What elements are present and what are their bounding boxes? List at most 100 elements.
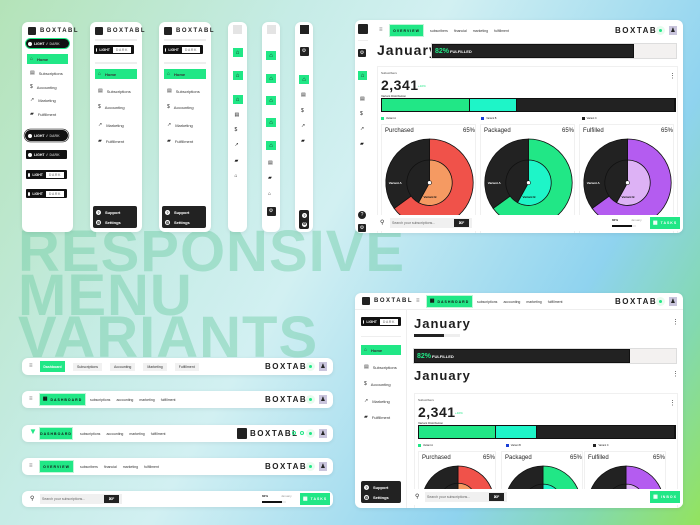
sidebar-item-marketing[interactable]: ↗ Marketing bbox=[95, 120, 137, 130]
avatar[interactable]: ♟ bbox=[669, 297, 677, 306]
toggle-dark[interactable]: DARK bbox=[111, 45, 132, 54]
sidebar-icon-home[interactable]: ⌂ bbox=[266, 74, 276, 83]
toggle-light[interactable]: LIGHT bbox=[168, 47, 179, 52]
theme-toggle[interactable]: LIGHT / DARK bbox=[26, 39, 69, 48]
support-button[interactable]: ? bbox=[302, 213, 308, 219]
filter-icon[interactable]: ≡ bbox=[29, 396, 33, 402]
filter-icon[interactable]: ≡ bbox=[416, 298, 420, 304]
sidebar-item-marketing[interactable]: ↗ Marketing bbox=[164, 120, 206, 130]
filter-icon[interactable]: ▼ bbox=[29, 427, 37, 436]
notification-button[interactable] bbox=[656, 26, 665, 35]
settings-button[interactable]: ⚙ bbox=[358, 224, 366, 232]
tasks-button[interactable]: ▦ TASKS bbox=[300, 493, 330, 505]
more-options-icon[interactable]: ⋮ bbox=[672, 371, 679, 378]
toggle-dark[interactable]: DARK bbox=[180, 45, 201, 54]
tasks-button[interactable]: ▦ TASKS bbox=[650, 217, 680, 229]
search-icon[interactable]: ⚲ bbox=[380, 220, 385, 226]
sidebar-item-home[interactable]: ⌂ Home bbox=[95, 69, 137, 79]
settings-button[interactable]: ⚙ Settings bbox=[364, 494, 400, 501]
notification-button[interactable] bbox=[656, 297, 665, 306]
sidebar-icon-home[interactable]: ⌂ bbox=[358, 71, 367, 80]
avatar[interactable]: ♟ bbox=[319, 362, 327, 371]
sidebar-item-subscriptions[interactable]: ▤ Subscriptions bbox=[361, 362, 401, 372]
toggle-dark[interactable]: DARK bbox=[378, 317, 399, 326]
nav-link-subscriptions[interactable]: subscriptions bbox=[80, 431, 101, 436]
toggle-light[interactable]: LIGHT bbox=[32, 191, 43, 196]
filter-icon[interactable]: ≡ bbox=[379, 27, 383, 33]
nav-link-marketing[interactable]: marketing bbox=[472, 28, 489, 33]
notification-button[interactable] bbox=[306, 462, 315, 471]
sidebar-item-subscriptions[interactable]: ▤ Subscriptions bbox=[164, 86, 206, 96]
sidebar-icon-home[interactable]: ⌂ bbox=[232, 48, 243, 57]
more-options-icon[interactable]: ⋮ bbox=[669, 73, 676, 80]
sidebar-icon-home[interactable]: ⌂ bbox=[266, 118, 276, 127]
sidebar-item-accounting[interactable]: $ Accounting bbox=[95, 102, 137, 112]
theme-toggle[interactable]: LIGHT DARK bbox=[361, 317, 401, 326]
toggle-light[interactable]: LIGHT bbox=[366, 319, 377, 324]
sidebar-item-accounting[interactable]: $ Accounting bbox=[361, 379, 401, 389]
inbox-button[interactable]: ▦ INBOX bbox=[650, 491, 680, 503]
avatar[interactable]: ♟ bbox=[319, 395, 327, 404]
toggle-light[interactable]: LIGHT bbox=[34, 152, 45, 157]
sidebar-item-home[interactable]: ⌂ Home bbox=[27, 54, 68, 64]
theme-toggle[interactable]: LIGHT DARK bbox=[26, 170, 67, 179]
nav-tab-dashboard[interactable]: Dashboard bbox=[40, 361, 65, 372]
nav-link-accounting[interactable]: accounting bbox=[116, 397, 134, 402]
gear-button[interactable]: ⚙ bbox=[299, 47, 309, 56]
nav-link-subscriptions[interactable]: Subscriptions bbox=[73, 362, 103, 371]
filter-icon[interactable]: ≡ bbox=[29, 363, 33, 369]
gear-button[interactable]: ⚙ bbox=[358, 49, 366, 57]
search-icon[interactable]: ⚲ bbox=[415, 494, 420, 500]
nav-link-subscriptions[interactable]: subscriptions bbox=[90, 397, 111, 402]
toggle-dark[interactable]: DARK bbox=[49, 133, 60, 138]
notification-button[interactable] bbox=[306, 362, 315, 371]
sidebar-icon-home[interactable]: ⌂ bbox=[266, 96, 276, 105]
sidebar-item-fulfillment[interactable]: ▰ Fulfillment bbox=[361, 412, 401, 422]
search-input[interactable]: Search your subscriptions... ⌘F bbox=[425, 492, 507, 502]
search-input[interactable]: Search your subscriptions... ⌘F bbox=[390, 218, 472, 228]
support-button[interactable]: ? Support bbox=[96, 209, 136, 216]
nav-link-fulfillment[interactable]: fulfillment bbox=[494, 28, 509, 33]
nav-tab-overview[interactable]: OVERVIEW bbox=[390, 25, 423, 36]
sidebar-icon-home[interactable]: ⌂ bbox=[232, 71, 243, 80]
sidebar-icon-home[interactable]: ⌂ bbox=[266, 51, 276, 60]
toggle-dark[interactable]: DARK bbox=[44, 189, 65, 198]
settings-button[interactable]: ⚙ Settings bbox=[165, 219, 205, 226]
toggle-dark[interactable]: DARK bbox=[49, 152, 60, 157]
sidebar-item-marketing[interactable]: ↗ Marketing bbox=[27, 95, 68, 105]
theme-toggle[interactable]: LIGHT / DARK bbox=[26, 150, 67, 159]
nav-link-marketing[interactable]: marketing bbox=[526, 299, 542, 304]
toggle-dark[interactable]: DARK bbox=[44, 170, 65, 179]
sidebar-item-fulfillment[interactable]: ▰ Fulfillment bbox=[95, 136, 137, 146]
nav-tab-dashboard[interactable]: ▦ DASHBOARD bbox=[427, 296, 472, 307]
nav-link-subscriptions[interactable]: subscriptions bbox=[477, 299, 498, 304]
nav-link-accounting[interactable]: accounting bbox=[106, 431, 124, 436]
sidebar-item-marketing[interactable]: ↗ Marketing bbox=[361, 396, 401, 406]
sidebar-item-subscriptions[interactable]: ▤ Subscriptions bbox=[27, 68, 68, 78]
settings-button[interactable]: ⚙ Settings bbox=[96, 219, 136, 226]
nav-tab-dashboard[interactable]: DASHBOARD bbox=[40, 428, 72, 439]
nav-link-accounting[interactable]: Accounting bbox=[110, 362, 136, 371]
theme-toggle[interactable]: LIGHT DARK bbox=[26, 189, 67, 198]
nav-link-marketing[interactable]: Marketing bbox=[143, 362, 167, 371]
toggle-light[interactable]: LIGHT bbox=[34, 133, 45, 138]
nav-link-subscribers[interactable]: subscribers bbox=[430, 28, 448, 33]
nav-link-fulfillment[interactable]: fulfillment bbox=[144, 464, 159, 469]
avatar[interactable]: ♟ bbox=[669, 26, 677, 35]
nav-link-fulfillment[interactable]: Fulfillment bbox=[174, 362, 199, 371]
toggle-dark[interactable]: DARK bbox=[49, 41, 60, 46]
support-button[interactable]: ? Support bbox=[364, 484, 400, 491]
nav-tab-overview[interactable]: OVERVIEW bbox=[40, 461, 73, 472]
theme-toggle[interactable]: LIGHT DARK bbox=[94, 45, 134, 54]
sidebar-item-accounting[interactable]: $ Accounting bbox=[27, 82, 68, 92]
nav-tab-dashboard[interactable]: ▦ DASHBOARD bbox=[40, 394, 85, 405]
sidebar-icon-home[interactable]: ⌂ bbox=[232, 95, 243, 104]
more-options-icon[interactable]: ⋮ bbox=[672, 319, 679, 326]
sidebar-item-subscriptions[interactable]: ▤ Subscriptions bbox=[95, 86, 137, 96]
notification-button[interactable] bbox=[306, 429, 315, 438]
nav-link-fulfillment[interactable]: fulfillment bbox=[547, 299, 563, 304]
nav-link-marketing[interactable]: marketing bbox=[129, 431, 145, 436]
avatar[interactable]: ♟ bbox=[319, 462, 327, 471]
theme-toggle[interactable]: LIGHT DARK bbox=[163, 45, 203, 54]
sidebar-item-home[interactable]: ⌂ Home bbox=[361, 345, 401, 355]
